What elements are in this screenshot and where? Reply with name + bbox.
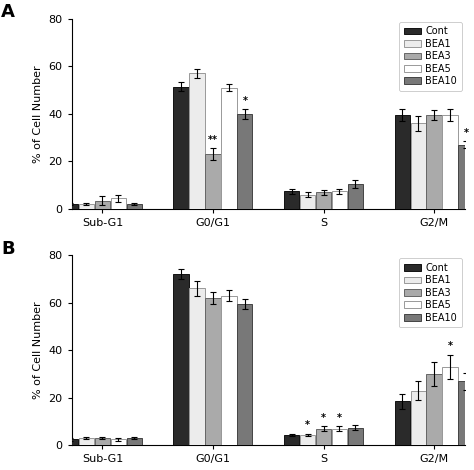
Bar (427, 374, 442, 446)
Bar (237, 114, 253, 209)
Bar (127, 439, 142, 446)
Bar (63, 204, 78, 209)
Bar (332, 429, 347, 446)
Bar (173, 274, 189, 446)
Bar (348, 428, 363, 446)
Bar (348, 184, 363, 209)
Legend: Cont, BEA1, BEA3, BEA5, BEA10: Cont, BEA1, BEA3, BEA5, BEA10 (399, 22, 462, 91)
Text: *: * (321, 413, 326, 423)
Bar (410, 391, 426, 446)
Legend: Cont, BEA1, BEA3, BEA5, BEA10: Cont, BEA1, BEA3, BEA5, BEA10 (399, 258, 462, 328)
Bar (394, 115, 410, 209)
Text: *: * (337, 413, 342, 423)
Bar (190, 289, 205, 446)
Bar (127, 204, 142, 209)
Bar (111, 439, 126, 446)
Y-axis label: % of Cell Number: % of Cell Number (33, 301, 43, 399)
Bar (300, 435, 315, 446)
Bar (316, 192, 331, 209)
Bar (284, 191, 299, 209)
Text: B: B (1, 240, 15, 258)
Bar (316, 429, 331, 446)
Bar (95, 439, 110, 446)
Bar (190, 73, 205, 209)
Bar (237, 304, 253, 446)
Bar (95, 201, 110, 209)
Y-axis label: % of Cell Number: % of Cell Number (33, 65, 43, 163)
Bar (427, 115, 442, 209)
Bar (79, 204, 94, 209)
Bar (221, 296, 237, 446)
Bar (442, 115, 457, 209)
Bar (221, 88, 237, 209)
Text: A: A (1, 3, 15, 22)
Bar (205, 298, 220, 446)
Text: *: * (242, 95, 247, 106)
Bar (394, 401, 410, 446)
Bar (442, 367, 457, 446)
Text: *: * (464, 128, 468, 138)
Bar (63, 439, 78, 446)
Bar (410, 124, 426, 209)
Bar (205, 154, 220, 209)
Bar (458, 381, 474, 446)
Bar (284, 435, 299, 446)
Bar (173, 86, 189, 209)
Text: *: * (447, 341, 453, 352)
Bar (332, 191, 347, 209)
Bar (458, 145, 474, 209)
Bar (111, 198, 126, 209)
Bar (79, 439, 94, 446)
Text: *: * (305, 420, 310, 430)
Text: **: ** (208, 135, 218, 145)
Bar (300, 195, 315, 209)
